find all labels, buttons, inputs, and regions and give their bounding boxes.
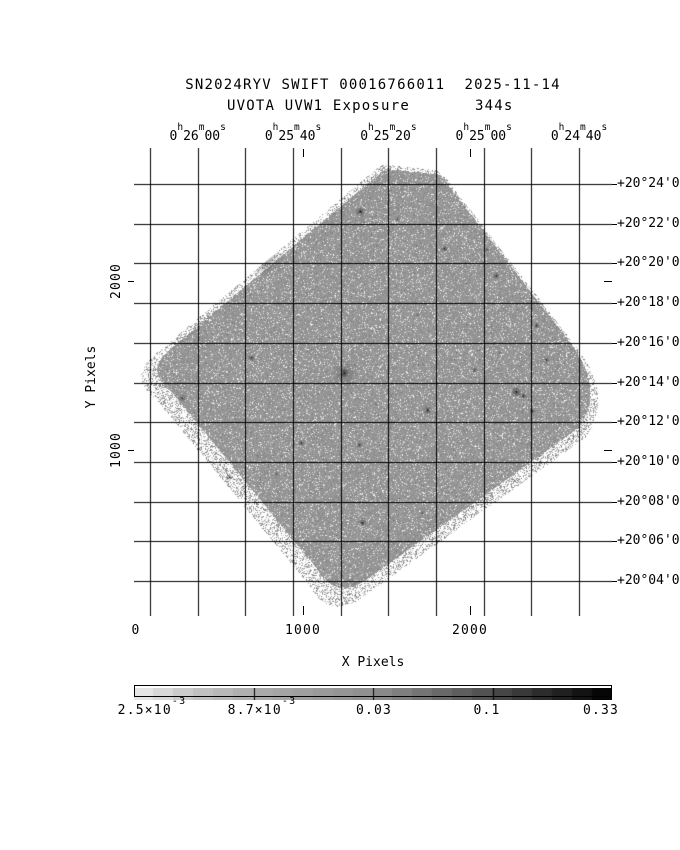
axis-tick [604, 281, 612, 282]
dec-label-2: +20°20'0 [617, 255, 680, 271]
dec-label-0: +20°24'0 [617, 176, 680, 191]
axis-tick [612, 223, 617, 225]
exposure-time-label: 344s [475, 98, 514, 114]
y-axis-title: Y Pixels [84, 345, 99, 409]
ra-label-4: 0h24m40s [550, 121, 608, 144]
ra-label-3: 0h25m00s [455, 121, 512, 144]
colorbar-label-1: 8.7×10-3 [227, 695, 297, 718]
dec-label-1: +20°22'0 [617, 215, 680, 231]
y-axis-tick-2000: 2000 [109, 262, 124, 300]
axis-tick [612, 263, 617, 265]
axis-tick [604, 450, 612, 451]
ra-label-1: 0h25m40s [264, 121, 322, 144]
axis-tick [470, 149, 471, 157]
axis-tick [612, 581, 617, 582]
colorbar-gradient-canvas [134, 688, 612, 700]
axis-tick [612, 382, 617, 384]
axis-tick [303, 149, 304, 157]
x-axis-tick-2000: 2000 [451, 623, 489, 638]
dec-label-3: +20°18'0 [617, 295, 680, 311]
dec-label-10: +20°04'0 [617, 573, 680, 588]
axis-tick [612, 184, 617, 185]
dec-label-9: +20°06'0 [617, 533, 680, 549]
ra-label-0: 0h26m00s [169, 121, 226, 144]
axis-tick [128, 281, 134, 282]
plot-frame [134, 148, 612, 616]
dec-label-8: +20°08'0 [617, 493, 680, 509]
dec-label-7: +20°10'0 [617, 453, 680, 469]
axis-tick [612, 422, 617, 424]
dec-label-5: +20°14'0 [617, 374, 680, 390]
plot-subtitle: UVOTA UVW1 Exposure [227, 98, 410, 114]
axis-tick [612, 541, 617, 543]
x-axis-title: X Pixels [341, 655, 405, 670]
exposure-map-canvas [134, 148, 612, 616]
y-axis-tick-1000: 1000 [109, 431, 124, 469]
axis-tick [128, 450, 134, 451]
ra-label-2: 0h25m20s [360, 121, 417, 144]
colorbar-label-3: 0.1 [473, 703, 501, 718]
colorbar-label-4: 0.33 [582, 703, 620, 718]
axis-tick [612, 303, 617, 305]
axis-tick [303, 606, 304, 615]
colorbar-label-0: 2.5×10-3 [117, 695, 187, 718]
colorbar [134, 685, 612, 700]
x-axis-tick-0: 0 [131, 623, 141, 638]
axis-tick [470, 606, 471, 615]
colorbar-label-2: 0.03 [355, 703, 393, 718]
axis-tick [612, 461, 617, 463]
dec-label-4: +20°16'0 [617, 334, 680, 350]
x-axis-tick-1000: 1000 [284, 623, 322, 638]
axis-tick [612, 501, 617, 503]
dec-label-6: +20°12'0 [617, 414, 680, 430]
plot-title: SN2024RYV SWIFT 00016766011 2025-11-14 [185, 77, 561, 93]
axis-tick [612, 342, 617, 344]
